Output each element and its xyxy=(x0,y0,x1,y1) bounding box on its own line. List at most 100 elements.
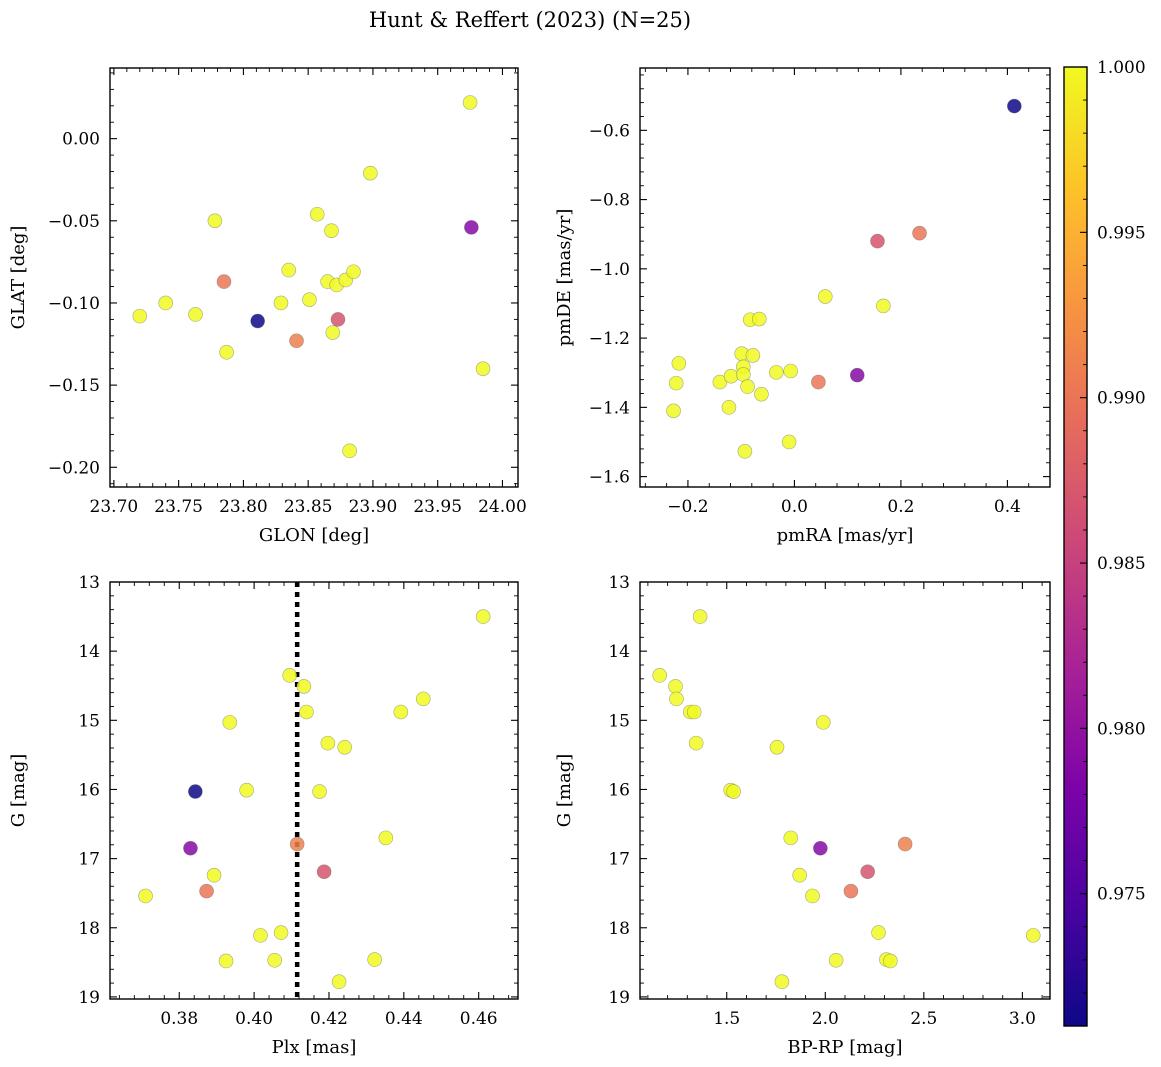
data-point xyxy=(346,264,361,280)
data-point xyxy=(860,864,875,880)
x-tick-label: 0.42 xyxy=(310,1009,348,1029)
data-point xyxy=(849,367,865,383)
data-point xyxy=(206,867,222,883)
y-axis-label: GLAT [deg] xyxy=(8,226,29,330)
data-point xyxy=(188,784,203,799)
data-point xyxy=(668,375,684,391)
y-axis-label: pmDE [mas/yr] xyxy=(554,209,575,347)
ticks xyxy=(640,68,1051,487)
data-point xyxy=(199,883,214,899)
data-point xyxy=(324,223,339,238)
x-tick-label: 23.95 xyxy=(413,497,462,517)
data-point xyxy=(363,165,378,181)
x-tick-label: 23.90 xyxy=(349,497,398,517)
colorbar-tick-label: 0.995 xyxy=(1097,223,1146,243)
y-tick-label: 19 xyxy=(78,988,100,1008)
data-point xyxy=(281,262,297,278)
x-axis-label: pmRA [mas/yr] xyxy=(777,525,914,546)
y-tick-label: −0.05 xyxy=(48,212,100,232)
y-tick-label: 17 xyxy=(78,850,100,870)
data-point xyxy=(1007,98,1022,114)
data-point xyxy=(652,668,668,683)
data-point xyxy=(320,735,336,751)
x-tick-label: 23.85 xyxy=(284,497,333,517)
data-point xyxy=(273,295,289,311)
x-axis-label: GLON [deg] xyxy=(259,525,369,546)
ticks xyxy=(110,68,518,487)
data-point xyxy=(883,953,898,969)
points xyxy=(666,98,1022,459)
colorbar-tick-label: 1.000 xyxy=(1097,58,1146,78)
y-tick-label: 14 xyxy=(78,642,100,662)
data-point xyxy=(273,925,289,940)
data-point xyxy=(342,443,357,459)
data-point xyxy=(289,333,304,349)
data-point xyxy=(783,830,799,846)
x-tick-label: 2.0 xyxy=(812,1009,839,1029)
y-tick-label: 13 xyxy=(78,573,100,593)
axes-frame xyxy=(109,581,519,1000)
y-tick-label: 17 xyxy=(608,850,630,870)
x-tick-label: 0.44 xyxy=(385,1009,423,1029)
data-point xyxy=(751,311,767,327)
data-point xyxy=(296,679,312,694)
data-point xyxy=(219,344,234,360)
x-tick-label: 0.46 xyxy=(460,1009,498,1029)
data-point xyxy=(312,784,327,799)
colorbar-tick-label: 0.990 xyxy=(1097,389,1146,409)
data-point xyxy=(897,836,913,852)
colorbar-frame xyxy=(1063,66,1088,1027)
data-point xyxy=(726,784,741,799)
data-point xyxy=(464,220,479,235)
data-point xyxy=(737,444,753,459)
y-tick-label: −1.6 xyxy=(589,468,630,488)
data-point xyxy=(774,974,790,990)
data-point xyxy=(415,691,431,707)
data-point xyxy=(781,434,797,450)
x-tick-label: 23.75 xyxy=(154,497,203,517)
panel-pmra-pmde: −0.2 0.0 0.2 0.4 −0.6 −0.8 −1.0 −1.2 −1.4 −1.6 pmR… xyxy=(554,67,1051,546)
colorbar-tick-label: 0.975 xyxy=(1097,885,1146,905)
data-point xyxy=(475,609,491,624)
x-tick-label: 0.0 xyxy=(781,497,808,517)
data-point xyxy=(668,679,683,694)
data-point xyxy=(188,307,203,322)
data-point xyxy=(316,864,332,880)
data-point xyxy=(138,888,153,904)
data-point xyxy=(250,313,265,329)
y-tick-label: −1.4 xyxy=(589,398,630,418)
y-tick-label: 18 xyxy=(608,919,630,939)
y-tick-label: 16 xyxy=(608,780,630,800)
data-point xyxy=(289,836,305,852)
data-point xyxy=(692,609,708,624)
x-tick-label: 23.70 xyxy=(90,497,139,517)
axes-frame xyxy=(639,67,1051,488)
y-tick-label: −0.20 xyxy=(48,458,100,478)
data-point xyxy=(337,739,352,755)
data-point xyxy=(769,739,785,755)
data-point xyxy=(723,368,739,384)
data-point xyxy=(686,704,702,720)
data-point xyxy=(331,974,347,990)
data-point xyxy=(216,274,232,289)
x-axis-label: Plx [mas] xyxy=(272,1037,357,1058)
colorbar-tick-label: 0.985 xyxy=(1097,554,1146,574)
x-tick-label: 0.4 xyxy=(994,497,1021,517)
y-tick-label: 16 xyxy=(78,780,100,800)
data-point xyxy=(817,289,833,304)
y-tick-label: 14 xyxy=(608,642,630,662)
panel-plx-g: 0.38 0.40 0.42 0.44 0.46 13 14 15 16 17 18 19 Plx [m… xyxy=(8,573,519,1058)
data-point xyxy=(393,704,409,720)
data-point xyxy=(828,952,844,968)
data-point xyxy=(309,206,325,222)
data-point xyxy=(1025,928,1041,943)
data-point xyxy=(299,704,314,720)
data-point xyxy=(378,830,394,846)
data-point xyxy=(302,292,317,307)
data-point xyxy=(769,365,784,380)
data-point xyxy=(330,312,346,327)
x-tick-label: 23.80 xyxy=(219,497,268,517)
y-tick-label: −1.0 xyxy=(589,260,630,280)
data-point xyxy=(912,225,927,241)
